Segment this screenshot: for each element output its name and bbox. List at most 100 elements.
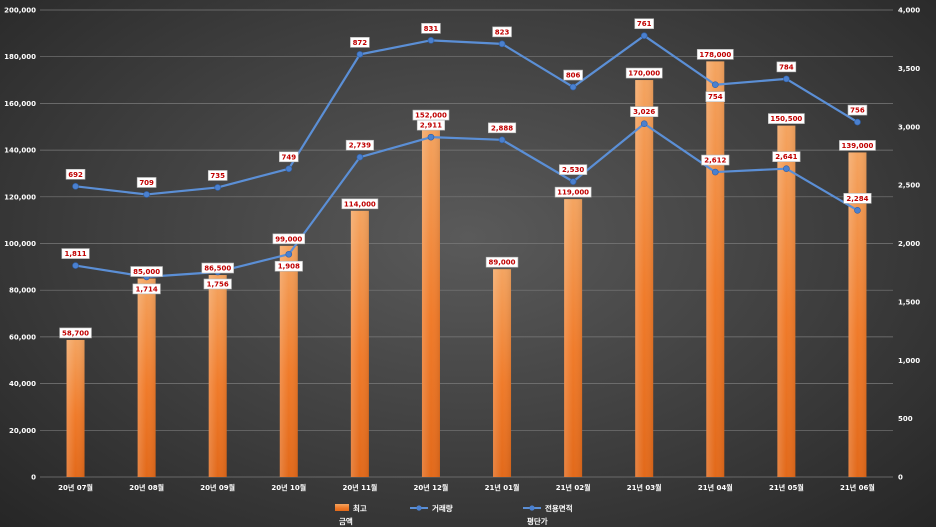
- x-tick-label: 20년 10월: [271, 483, 306, 492]
- data-label-box: [847, 104, 868, 116]
- line-point: [640, 120, 648, 128]
- data-label: 114,000: [344, 200, 376, 208]
- volume-value-label: 2,911: [416, 119, 446, 131]
- data-label: 735: [210, 172, 225, 180]
- data-label: 872: [353, 39, 368, 47]
- data-label: 2,612: [704, 157, 726, 165]
- bar-value-label: 152,000: [412, 109, 450, 121]
- data-label: 86,500: [204, 265, 231, 273]
- volume-value-label: 2,612: [701, 154, 730, 166]
- data-label-box: [201, 262, 234, 274]
- right-tick-label: 1,000: [898, 357, 920, 365]
- line-point: [427, 37, 435, 44]
- data-label-box: [350, 37, 370, 48]
- volume-value-label: 2,641: [772, 151, 801, 162]
- left-tick-label: 20,000: [9, 427, 36, 435]
- volume-value-label: 1,714: [132, 283, 161, 295]
- x-axis: 20년 07월 20년 08월 20년 09월 20년 10월 20년 11월 20년 1…: [58, 483, 875, 492]
- right-tick-label: 0: [898, 474, 903, 482]
- bar-value-label: 114,000: [341, 198, 379, 210]
- data-label: 85,000: [133, 268, 160, 276]
- data-label-box: [485, 256, 519, 268]
- bar-value-label: 85,000: [130, 266, 163, 277]
- data-labels: 58,700 85,000 86,500 99,000 114,000 152,000 89…: [59, 18, 876, 339]
- x-tick-label: 20년 08월: [129, 483, 164, 492]
- bar-shade: [706, 61, 725, 478]
- line-point: [356, 51, 364, 58]
- data-label: 749: [281, 153, 296, 161]
- right-tick-label: 2,500: [898, 182, 920, 190]
- data-label: 3,026: [633, 108, 655, 116]
- price-per-area-label: 784: [776, 61, 797, 73]
- data-label-box: [279, 151, 299, 163]
- x-tick-label: 21년 05월: [769, 483, 804, 492]
- line-point: [854, 118, 861, 126]
- data-label: 99,000: [275, 235, 302, 243]
- price-per-area-label: 754: [705, 91, 726, 103]
- price-per-area-label: 806: [563, 69, 583, 81]
- line-point: [711, 168, 719, 176]
- bar-series: [66, 61, 867, 478]
- data-label-box: [625, 67, 663, 79]
- data-label-box: [421, 23, 441, 34]
- data-label: 139,000: [842, 142, 874, 150]
- volume-value-label: 1,908: [274, 260, 303, 272]
- data-label-box: [768, 113, 805, 124]
- bar-shade: [564, 199, 583, 477]
- bar-value-label: 178,000: [696, 49, 734, 60]
- data-label: 692: [68, 171, 83, 179]
- bar-value-label: 119,000: [554, 186, 592, 198]
- data-label-box: [487, 122, 517, 134]
- data-label: 2,641: [775, 153, 797, 161]
- line-point: [783, 165, 790, 172]
- line-point: [569, 178, 577, 185]
- left-tick-label: 160,000: [4, 100, 36, 108]
- line-point: [711, 81, 719, 89]
- data-label-box: [345, 139, 374, 151]
- data-label-box: [839, 140, 876, 151]
- price-per-area-label: 761: [634, 18, 654, 29]
- data-label: 1,908: [278, 263, 300, 271]
- data-label-box: [61, 248, 90, 259]
- price-per-area-label: 709: [136, 177, 157, 188]
- price-per-area-label: 872: [350, 37, 370, 48]
- data-label: 2,284: [846, 195, 868, 203]
- bar-shade: [137, 278, 156, 477]
- gridlines: [40, 9, 893, 478]
- volume-value-label: 2,530: [559, 164, 588, 175]
- line-point: [285, 250, 293, 258]
- x-tick-label: 21년 03월: [627, 483, 662, 492]
- price-per-area-label: 735: [207, 170, 228, 181]
- bar-shade: [848, 152, 867, 477]
- data-label-box: [136, 177, 157, 188]
- data-label-box: [630, 106, 659, 118]
- line-point: [356, 153, 364, 161]
- left-tick-label: 60,000: [9, 333, 36, 341]
- series-line: [75, 34, 859, 196]
- right-tick-label: 3,000: [898, 123, 920, 131]
- bar-shade: [66, 339, 85, 477]
- data-label: 754: [708, 93, 723, 101]
- bar-value-label: 58,700: [59, 327, 92, 339]
- volume-value-label: 2,888: [487, 122, 517, 134]
- line-point: [143, 191, 150, 198]
- data-label: 2,739: [349, 142, 371, 150]
- data-label: 756: [850, 107, 865, 115]
- data-label-box: [272, 233, 305, 245]
- data-label-box: [772, 151, 801, 162]
- series-line: [75, 122, 859, 278]
- data-label-box: [132, 283, 161, 295]
- bar-value-label: 139,000: [839, 140, 876, 151]
- x-tick-label: 21년 04월: [698, 483, 733, 492]
- bar-shade: [635, 80, 654, 478]
- data-label-box: [559, 164, 588, 175]
- right-tick-label: 4,000: [898, 7, 920, 15]
- left-tick-label: 40,000: [9, 380, 36, 388]
- bar-shade: [777, 125, 796, 478]
- line-series: [72, 32, 861, 281]
- legend-marker: [416, 505, 422, 511]
